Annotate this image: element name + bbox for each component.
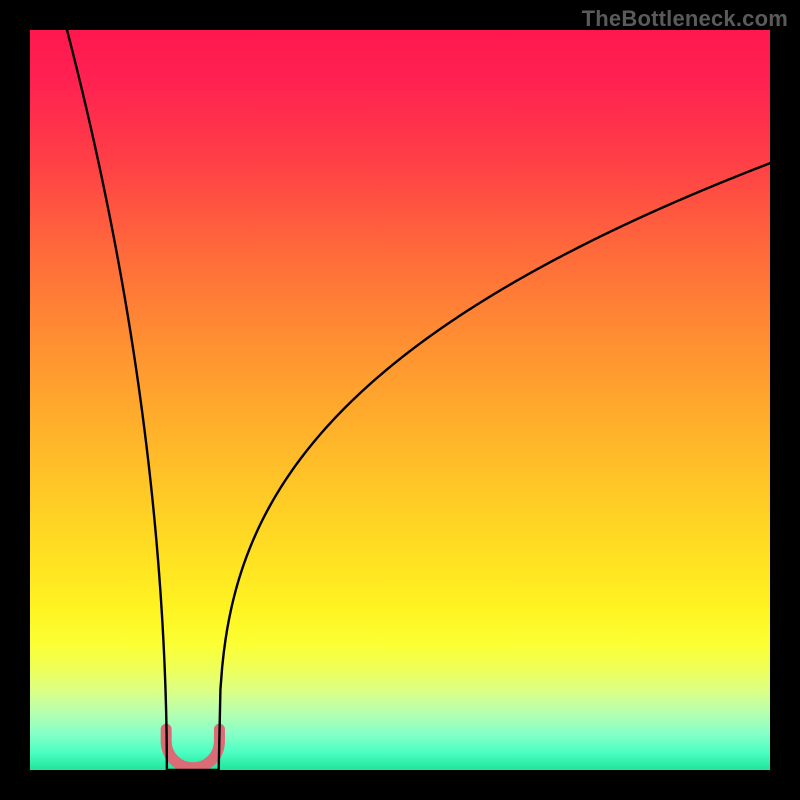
figure-frame: TheBottleneck.com	[0, 0, 800, 800]
watermark-text: TheBottleneck.com	[582, 6, 788, 32]
bottleneck-curve-plot	[30, 30, 770, 770]
